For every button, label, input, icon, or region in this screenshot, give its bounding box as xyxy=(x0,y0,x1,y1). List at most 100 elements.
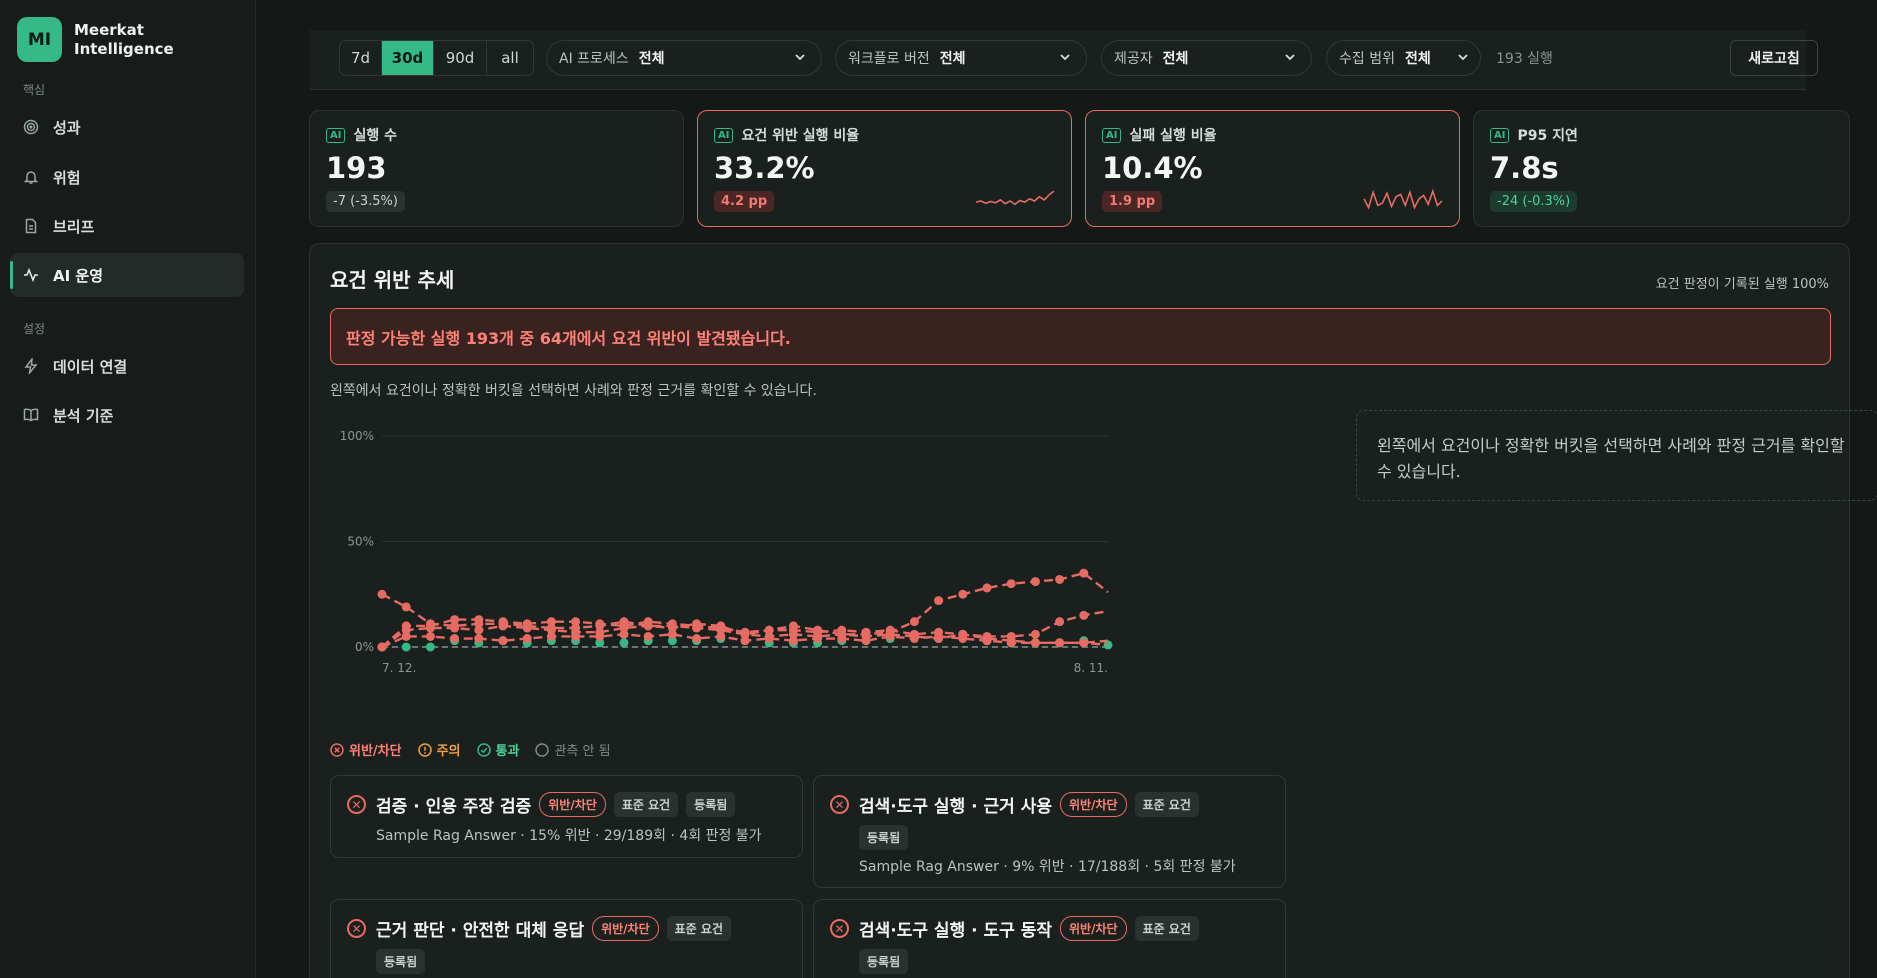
select-label: AI 프로세스 xyxy=(559,51,629,67)
kpi-label: 실행 수 xyxy=(353,128,397,144)
legend-label: 관측 안 됨 xyxy=(554,744,611,759)
sidebar-item-performance[interactable]: 성과 xyxy=(10,105,244,149)
case-card[interactable]: ✕ 근거 판단 · 안전한 대체 응답 위반/차단 표준 요건 등록됨 xyxy=(330,899,803,978)
violation-point xyxy=(1079,610,1089,620)
violation-point xyxy=(958,589,968,599)
tag-chip: 표준 요건 xyxy=(666,916,731,941)
violation-point xyxy=(1079,638,1089,648)
violation-point xyxy=(788,636,798,646)
violation-point xyxy=(716,631,726,641)
kpi-violation-rate[interactable]: AI 요건 위반 실행 비율 33.2% 4.2 pp xyxy=(697,110,1072,227)
refresh-button[interactable]: 새로고침 xyxy=(1730,40,1818,76)
violation-point xyxy=(619,629,629,639)
sidebar-item-label: 분석 기준 xyxy=(53,406,114,425)
case-card[interactable]: ✕ 검증 · 인용 주장 검증 위반/차단 표준 요건 등록됨 Sample R… xyxy=(330,775,803,858)
document-icon xyxy=(22,217,40,235)
x-tick-label: 7. 12. xyxy=(382,661,416,675)
legend-label: 주의 xyxy=(436,744,461,759)
legend-pass[interactable]: 통과 xyxy=(476,740,520,759)
pass-point xyxy=(1103,640,1113,650)
sidebar-item-brief[interactable]: 브리프 xyxy=(10,204,244,248)
violation-point xyxy=(982,583,992,593)
violation-point xyxy=(546,617,556,627)
sidebar-item-risk[interactable]: 위험 xyxy=(10,155,244,199)
x-circle-icon: ✕ xyxy=(347,919,366,938)
bell-icon xyxy=(22,168,40,186)
pass-point xyxy=(425,642,435,652)
violation-point xyxy=(764,634,774,644)
violation-point xyxy=(425,623,435,633)
kpi-value: 10.4% xyxy=(1102,151,1203,185)
legend-fail[interactable]: 위반/차단 xyxy=(330,740,402,759)
violation-point xyxy=(837,634,847,644)
pass-point xyxy=(667,636,677,646)
violation-point xyxy=(909,634,919,644)
ai-process-select[interactable]: AI 프로세스 전체 xyxy=(546,40,822,76)
kpi-value: 33.2% xyxy=(714,151,815,185)
tag-chip: 등록됨 xyxy=(859,949,909,974)
activity-icon xyxy=(22,266,40,284)
tag-chip: 등록됨 xyxy=(376,949,426,974)
kpi-p95-latency[interactable]: AI P95 지연 7.8s -24 (-0.3%) xyxy=(1473,110,1850,227)
y-tick-label: 50% xyxy=(347,535,374,549)
panel-note: 요건 판정이 기록된 실행 100% xyxy=(1655,277,1829,292)
sidebar-item-data-connection[interactable]: 데이터 연결 xyxy=(10,344,244,388)
brand[interactable]: MI Meerkat Intelligence xyxy=(17,17,174,62)
range-30d[interactable]: 30d xyxy=(382,41,434,75)
violation-point xyxy=(474,634,484,644)
range-7d[interactable]: 7d xyxy=(340,41,382,75)
section-label-core: 핵심 xyxy=(23,83,46,97)
x-circle-icon: ✕ xyxy=(830,919,849,938)
violation-point xyxy=(813,634,823,644)
trend-panel: 요건 위반 추세 요건 판정이 기록된 실행 100% 판정 가능한 실행 19… xyxy=(309,243,1877,978)
sidebar-item-analysis-criteria[interactable]: 분석 기준 xyxy=(10,393,244,437)
section-label-settings: 설정 xyxy=(23,322,46,336)
range-all[interactable]: all xyxy=(501,49,519,67)
kpi-value: 7.8s xyxy=(1490,151,1559,185)
tag-chip: 표준 요건 xyxy=(613,792,679,817)
violation-point xyxy=(571,631,581,641)
case-card[interactable]: ✕ 검색·도구 실행 · 도구 동작 위반/차단 표준 요건 등록됨 xyxy=(813,899,1286,978)
violation-point xyxy=(401,602,411,612)
tag-chip: 등록됨 xyxy=(859,825,909,850)
violation-point xyxy=(571,617,581,627)
case-title: 검색·도구 실행 · 근거 사용 xyxy=(859,797,1052,817)
x-circle-icon: ✕ xyxy=(830,795,849,814)
sidebar-item-label: 성과 xyxy=(53,118,81,137)
violation-point xyxy=(377,642,387,652)
violation-point xyxy=(716,621,726,631)
select-value: 전체 xyxy=(1404,51,1431,67)
legend-warn[interactable]: 주의 xyxy=(417,740,461,759)
collection-scope-select[interactable]: 수집 범위 전체 xyxy=(1326,40,1481,76)
x-circle-icon xyxy=(330,742,344,757)
ai-badge: AI xyxy=(1102,127,1122,143)
legend-label: 위반/차단 xyxy=(349,744,402,759)
tag-chip: 표준 요건 xyxy=(1134,792,1199,817)
workflow-version-select[interactable]: 워크플로 버전 전체 xyxy=(835,40,1087,76)
sidebar-item-ai-ops[interactable]: AI 운영 xyxy=(10,253,244,297)
legend-none[interactable]: 관측 안 됨 xyxy=(535,740,611,759)
violation-point xyxy=(450,623,460,633)
brand-logo: MI xyxy=(17,17,62,62)
violation-point xyxy=(522,634,532,644)
violation-point xyxy=(667,623,677,633)
trend-chart[interactable]: 0% 50% 100% 7. 12. 8. 11. xyxy=(330,414,1290,719)
kpi-label: P95 지연 xyxy=(1517,128,1578,144)
range-90d[interactable]: 90d xyxy=(434,41,487,75)
kpi-failure-rate[interactable]: AI 실패 실행 비율 10.4% 1.9 pp xyxy=(1085,110,1460,227)
kpi-delta: 1.9 pp xyxy=(1102,191,1163,212)
legend-label: 통과 xyxy=(495,744,520,759)
select-label: 워크플로 버전 xyxy=(848,51,930,67)
empty-circle-icon xyxy=(535,742,550,757)
filter-bar: 7d 30d 90d all AI 프로세스 전체 워크플로 버전 전체 제공자… xyxy=(309,30,1818,90)
case-card[interactable]: ✕ 검색·도구 실행 · 근거 사용 위반/차단 표준 요건 등록됨 Sampl… xyxy=(813,775,1286,888)
kpi-run-count[interactable]: AI 실행 수 193 -7 (-3.5%) xyxy=(309,110,684,227)
brand-name-line2: Intelligence xyxy=(74,39,174,58)
book-icon xyxy=(22,406,40,424)
select-label: 제공자 xyxy=(1114,51,1153,67)
provider-select[interactable]: 제공자 전체 xyxy=(1101,40,1312,76)
run-count: 193 실행 xyxy=(1496,51,1553,67)
violation-point xyxy=(692,634,702,644)
violation-point xyxy=(1006,579,1016,589)
violation-point xyxy=(667,629,677,639)
